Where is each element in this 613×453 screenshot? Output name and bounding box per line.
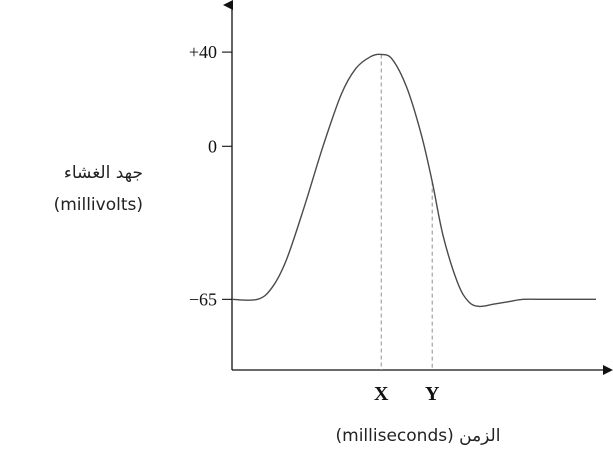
trace-layer (231, 53, 596, 308)
y-ticks-layer: +40 0 −65 (189, 42, 232, 309)
x-axis-title: (milliseconds) الزمن (336, 426, 501, 446)
x-marker-label-y: Y (425, 383, 440, 405)
membrane-potential-trace (231, 53, 596, 308)
y-tick-label-2: −65 (189, 289, 217, 309)
marker-guides-layer (380, 54, 433, 370)
y-axis-title-line2: (millivolts) (54, 195, 143, 215)
y-axis-title-line1: جهد الغشاء (64, 163, 143, 183)
y-tick-label-1: 0 (208, 136, 217, 156)
y-tick-label-0: +40 (189, 42, 217, 62)
x-marker-label-x: X (374, 383, 389, 405)
axes-layer (223, 0, 613, 375)
